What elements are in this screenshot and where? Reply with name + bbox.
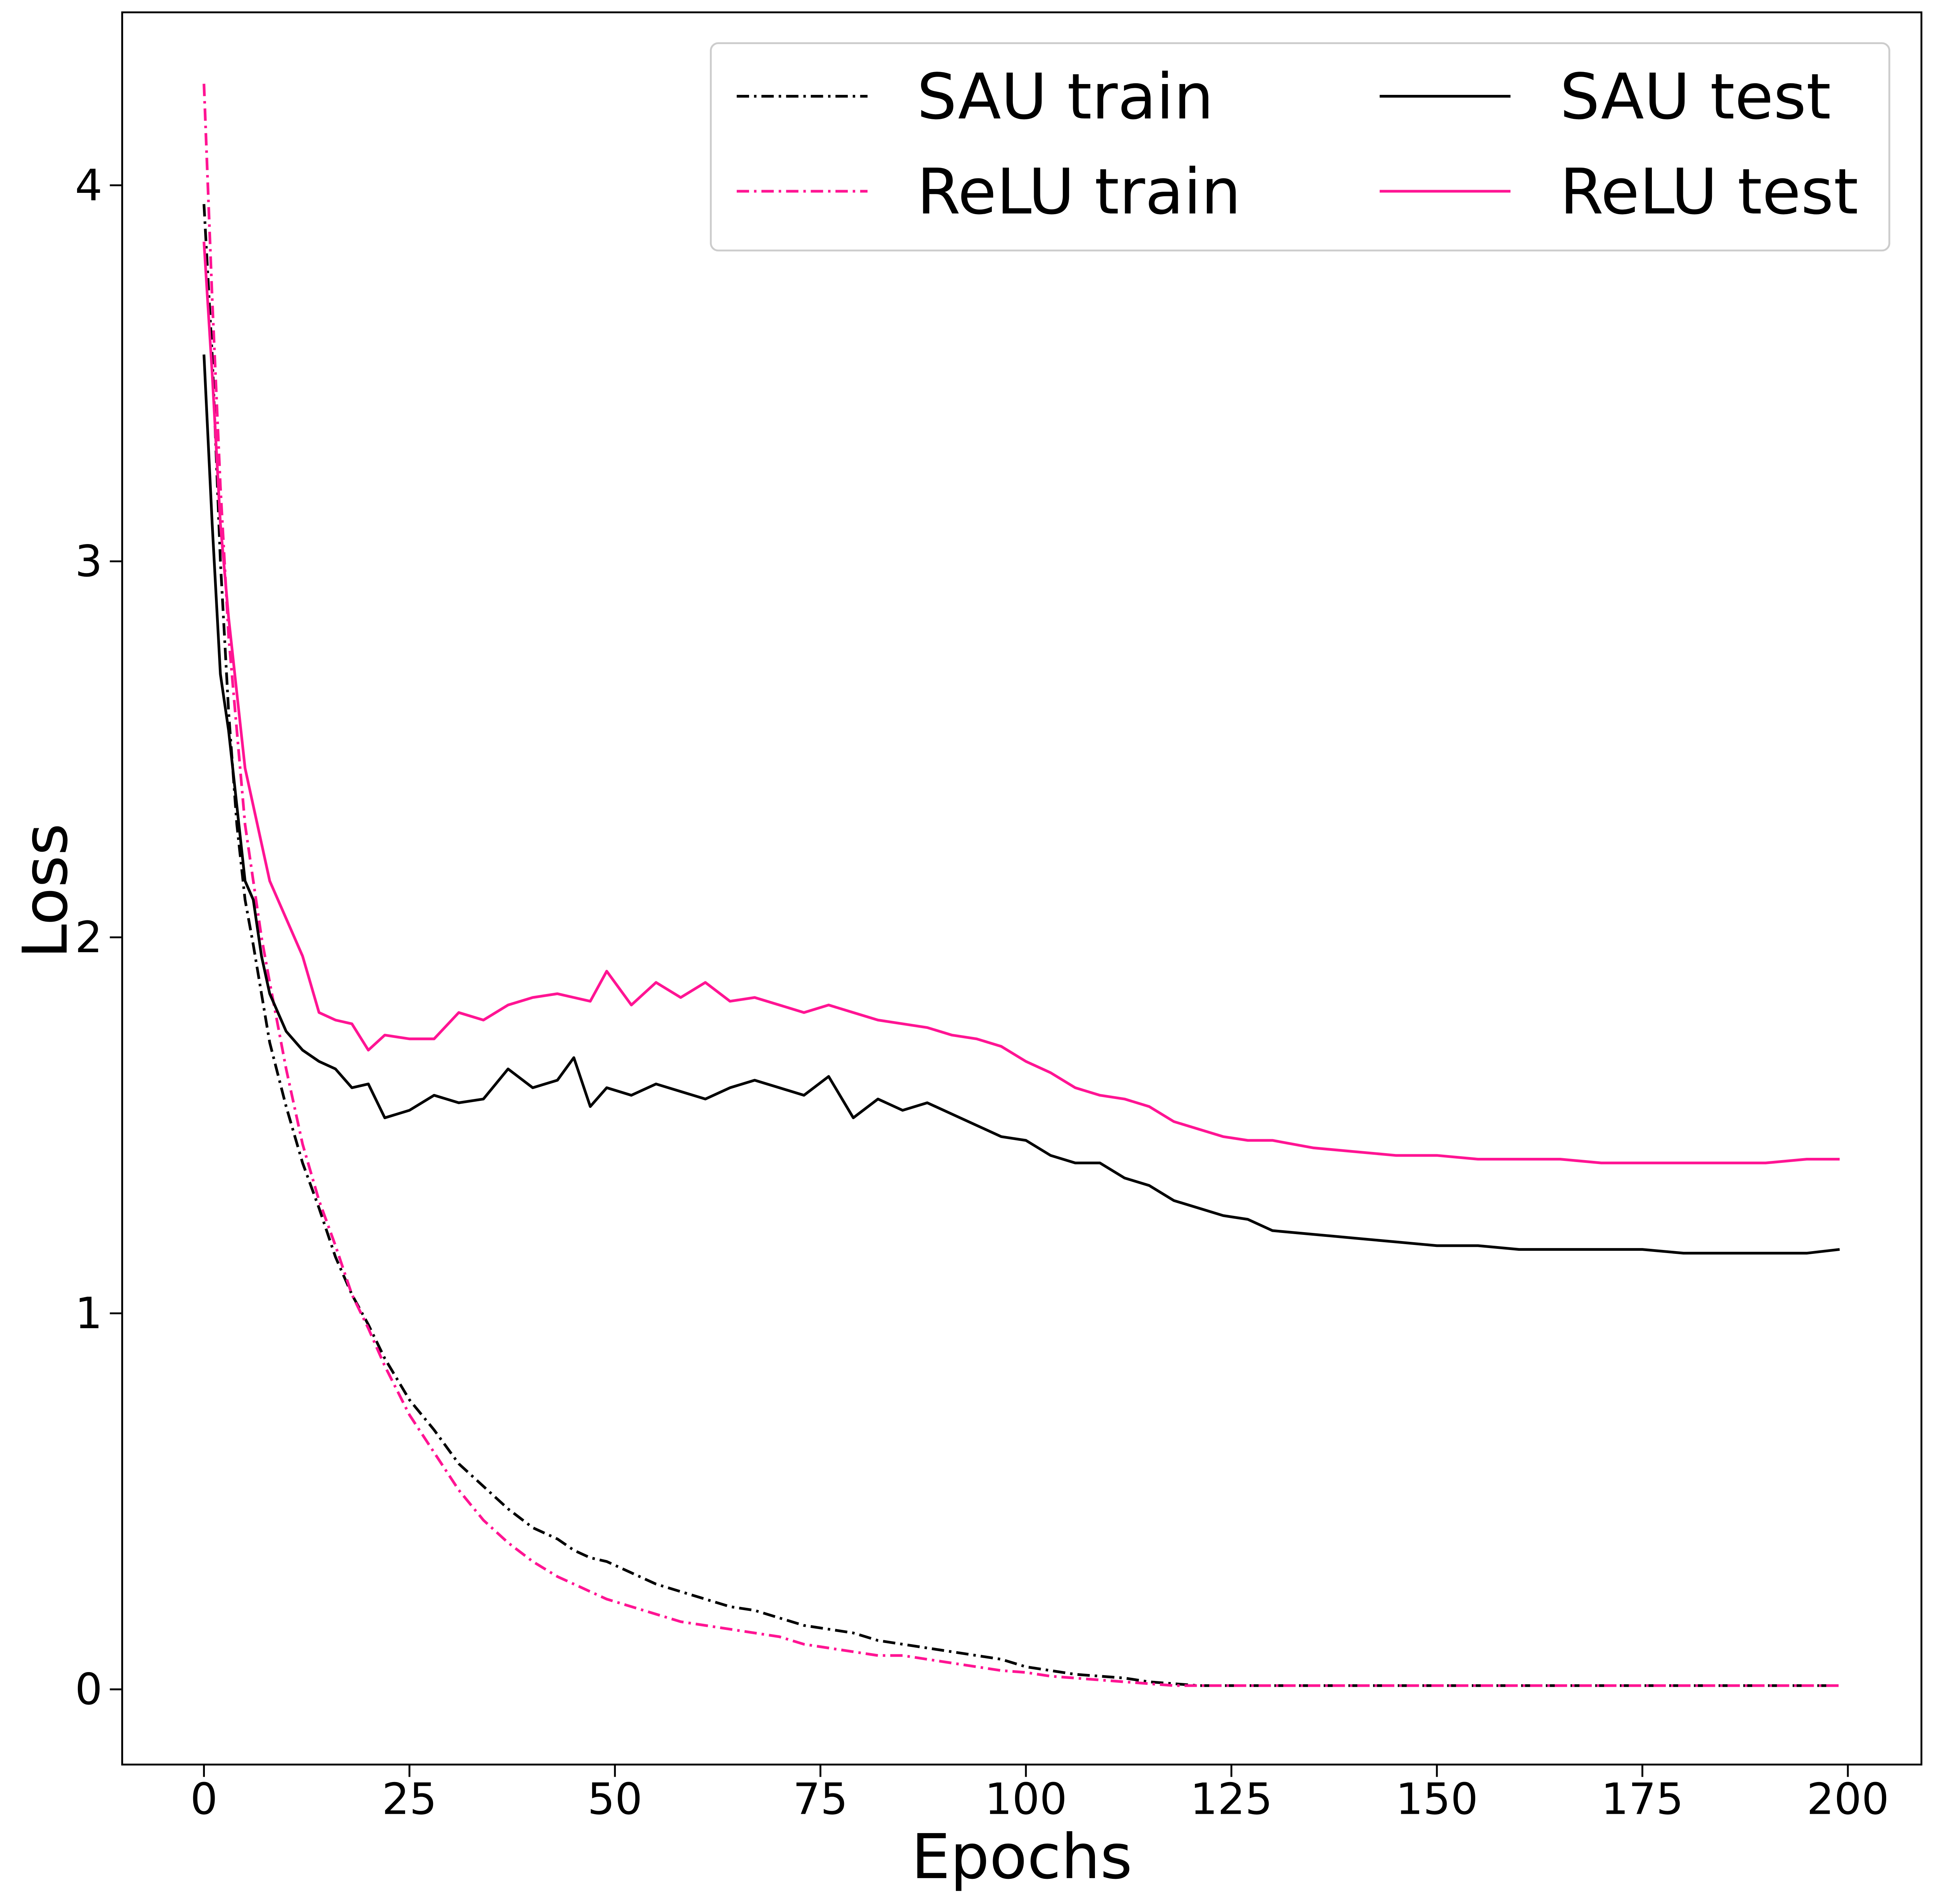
y-tick-label: 1: [75, 1288, 103, 1339]
line-series: [203, 84, 1840, 1687]
x-tick-label: 150: [1395, 1774, 1478, 1824]
y-tick-label: 2: [75, 912, 103, 963]
legend-label: SAU train: [917, 60, 1213, 134]
line-series: [203, 241, 1840, 1164]
x-tick-label: 75: [793, 1774, 848, 1824]
line-series: [203, 204, 1840, 1687]
y-tick-label: 4: [75, 160, 103, 211]
x-tick-label: 200: [1807, 1774, 1889, 1824]
y-tick-label: 3: [75, 536, 103, 587]
y-tick-label: 0: [75, 1664, 103, 1715]
x-axis-label: Epochs: [911, 1821, 1132, 1893]
x-tick-label: 50: [588, 1774, 643, 1824]
legend-label: ReLU train: [917, 155, 1241, 228]
x-tick-label: 25: [382, 1774, 437, 1824]
line-series: [203, 354, 1840, 1255]
legend-label: ReLU test: [1560, 155, 1858, 228]
legend-box: [710, 42, 1890, 252]
plot-frame: [121, 11, 1923, 1766]
x-tick-label: 175: [1601, 1774, 1684, 1824]
y-axis-label: Loss: [9, 823, 81, 958]
x-tick-label: 125: [1190, 1774, 1273, 1824]
x-tick-label: 0: [190, 1774, 218, 1824]
x-tick-label: 100: [985, 1774, 1067, 1824]
legend: SAU train ReLU train SAU test ReLU test: [710, 42, 1890, 252]
legend-label: SAU test: [1560, 60, 1831, 134]
